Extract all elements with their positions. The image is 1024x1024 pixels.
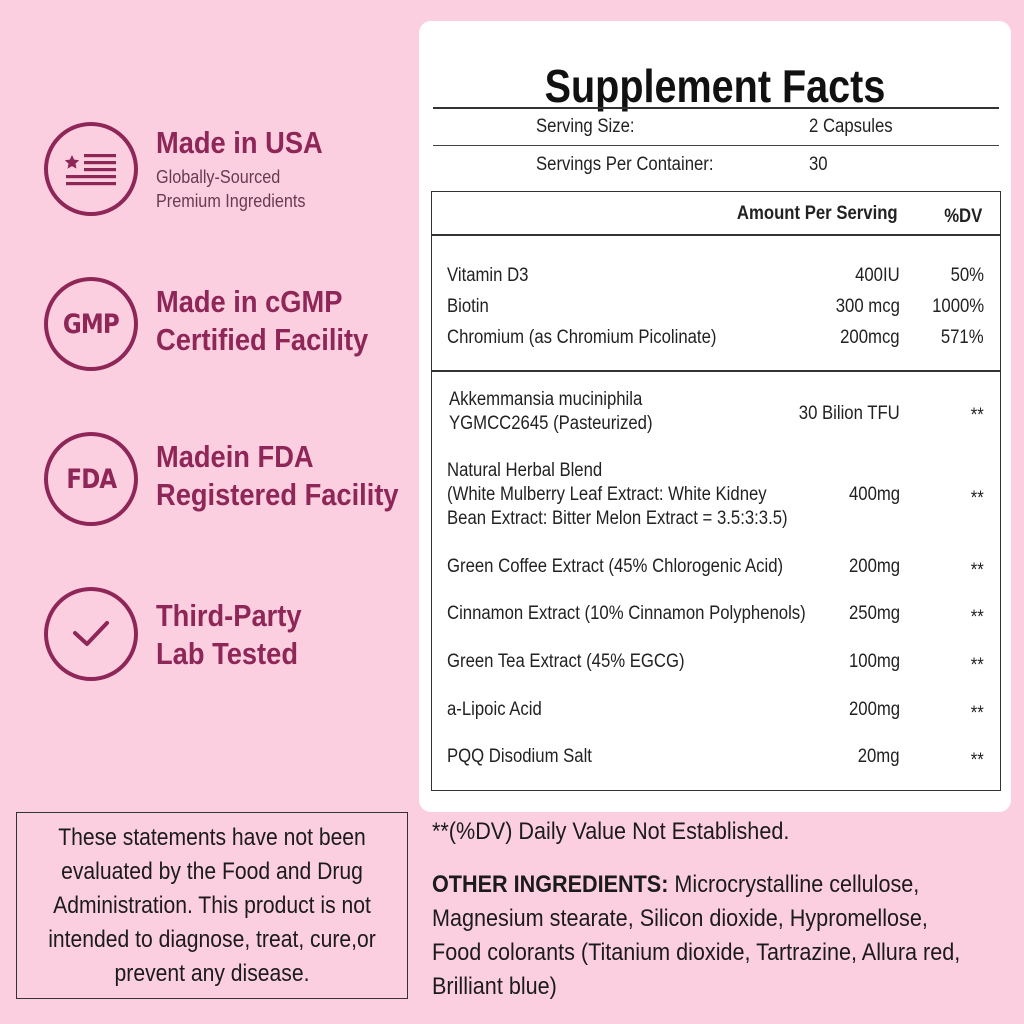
badge-title: Madein FDA [156, 439, 314, 474]
ingredient-dv: ** [970, 655, 984, 676]
ingredient-name: YGMCC2645 (Pasteurized) [449, 413, 653, 434]
serving-size-value: 2 Capsules [809, 116, 893, 137]
serving-size-label: Serving Size: [536, 116, 635, 137]
badge-title: Lab Tested [156, 636, 298, 671]
ingredient-name: Akkemmansia muciniphila [449, 389, 643, 410]
fda-disclaimer-box: These statements have not been evaluated… [16, 812, 408, 999]
fda-badge-circle: FDA [44, 432, 138, 526]
fda-icon-text: FDA [66, 463, 117, 495]
ingredient-name: (White Mulberry Leaf Extract: White Kidn… [447, 484, 767, 505]
badge-subtitle: Globally-Sourced [156, 167, 281, 187]
badge-fda: FDA Madein FDA Registered Facility [44, 432, 424, 532]
vitamin-name: Vitamin D3 [447, 265, 529, 286]
other-ingredients: OTHER INGREDIENTS: Microcrystalline cell… [432, 868, 972, 1004]
other-ingredients-text: Microcrystalline cellulose, Magnesium st… [432, 871, 961, 1000]
vitamin-name: Chromium (as Chromium Picolinate) [447, 327, 717, 348]
divider [431, 370, 1001, 372]
vitamin-amount: 400IU [855, 265, 900, 286]
ingredient-amount: 200mg [848, 556, 900, 577]
vitamin-dv: 571% [941, 327, 984, 348]
ingredient-amount: 20mg [858, 746, 900, 767]
dv-note: **(%DV) Daily Value Not Established. [432, 818, 790, 845]
badge-title: Registered Facility [156, 477, 399, 512]
ingredient-dv: ** [970, 560, 984, 581]
dv-header: %DV [943, 206, 982, 227]
gmp-icon-text: GMP [63, 308, 120, 340]
lab-badge-circle [44, 587, 138, 681]
ingredient-name: PQQ Disodium Salt [447, 746, 592, 767]
usa-badge-circle [44, 122, 138, 216]
facts-title: Supplement Facts [544, 60, 886, 112]
ingredient-dv: ** [970, 750, 984, 771]
badge-title: Made in cGMP [156, 284, 343, 319]
fda-disclaimer-text: These statements have not been evaluated… [48, 823, 376, 987]
servings-value: 30 [809, 154, 828, 175]
badge-cgmp: GMP Made in cGMP Certified Facility [44, 277, 424, 377]
ingredient-name: Bean Extract: Bitter Melon Extract = 3.5… [447, 508, 788, 529]
ingredient-amount: 200mg [848, 699, 900, 720]
ingredient-name: a-Lipoic Acid [447, 699, 542, 720]
vitamin-amount: 200mcg [840, 327, 900, 348]
ingredient-amount: 100mg [848, 651, 900, 672]
ingredient-dv: ** [970, 405, 984, 426]
badge-lab-tested: Third-Party Lab Tested [44, 587, 424, 687]
other-ingredients-label: OTHER INGREDIENTS: [432, 871, 669, 898]
vitamin-dv: 1000% [931, 296, 984, 317]
ingredient-name: Green Coffee Extract (45% Chlorogenic Ac… [447, 556, 784, 577]
divider [431, 234, 1001, 236]
vitamin-dv: 50% [950, 265, 984, 286]
vitamin-amount: 300 mcg [835, 296, 900, 317]
ingredient-name: Natural Herbal Blend [447, 460, 603, 481]
flag-icon [64, 154, 116, 186]
divider [433, 145, 999, 146]
ingredient-amount: 30 Bilion TFU [799, 403, 900, 424]
badge-title: Third-Party [156, 598, 302, 633]
ingredient-amount: 400mg [848, 484, 900, 505]
servings-label: Servings Per Container: [536, 154, 714, 175]
ingredient-dv: ** [970, 488, 984, 509]
vitamin-name: Biotin [447, 296, 489, 317]
ingredient-dv: ** [970, 703, 984, 724]
checkmark-icon [73, 621, 109, 646]
badge-title: Certified Facility [156, 322, 369, 357]
ingredient-amount: 250mg [848, 603, 900, 624]
ingredient-name: Green Tea Extract (45% EGCG) [447, 651, 685, 672]
badge-made-in-usa: Made in USA Globally-Sourced Premium Ing… [44, 122, 424, 222]
amount-header: Amount Per Serving [737, 203, 898, 224]
badge-title: Made in USA [156, 125, 323, 160]
divider [433, 107, 999, 109]
supplement-facts-panel: Supplement Facts [419, 21, 1011, 812]
facts-table [431, 191, 1001, 791]
gmp-badge-circle: GMP [44, 277, 138, 371]
ingredient-name: Cinnamon Extract (10% Cinnamon Polypheno… [447, 603, 806, 624]
badge-subtitle: Premium Ingredients [156, 191, 306, 211]
ingredient-dv: ** [970, 607, 984, 628]
